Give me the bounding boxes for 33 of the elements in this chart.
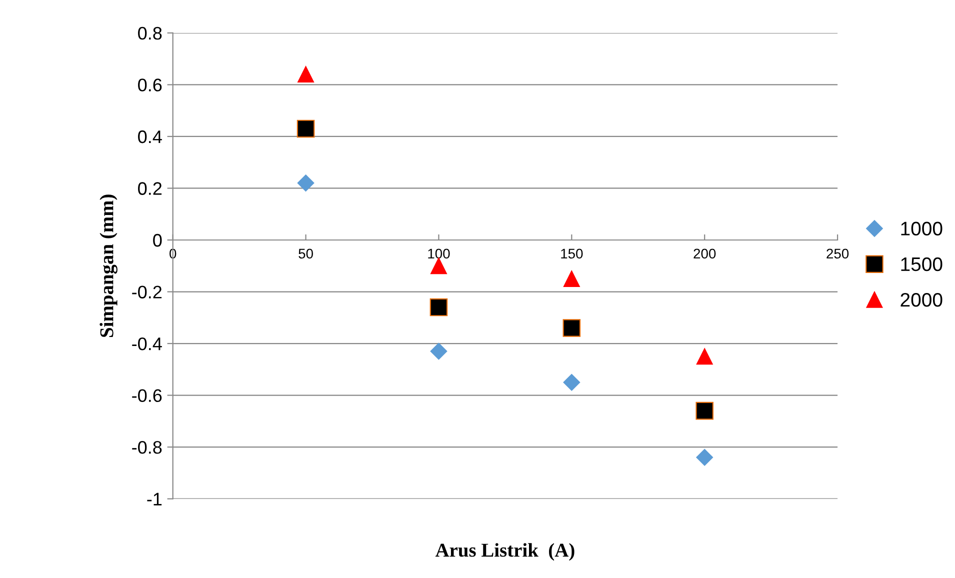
y-axis-title: Simpangan (mm) xyxy=(100,194,118,337)
point xyxy=(430,258,447,274)
x-axis-title: Arus Listrik (A) xyxy=(435,543,574,561)
x-tick-label: 0 xyxy=(170,248,176,259)
point xyxy=(562,319,581,337)
y-tick-label: -1 xyxy=(147,492,162,506)
x-tick-label: 150 xyxy=(561,248,583,259)
y-tick-label: -0.2 xyxy=(132,286,162,298)
y-tick-label: 0.2 xyxy=(138,182,162,195)
x-tick-label: 100 xyxy=(428,248,450,259)
legend-label: 2000 xyxy=(900,292,942,307)
point xyxy=(297,174,314,192)
x-tick-label: 250 xyxy=(826,248,849,259)
y-tick-label: 0.4 xyxy=(138,130,162,144)
legend-label: 1000 xyxy=(901,222,942,236)
y-tick-label: -0.6 xyxy=(132,389,162,402)
x-tick-label: 200 xyxy=(694,248,716,259)
point xyxy=(696,448,714,466)
point xyxy=(430,342,448,360)
point xyxy=(563,270,580,288)
point xyxy=(696,402,714,420)
y-tick-label: -0.8 xyxy=(132,440,162,454)
point xyxy=(563,374,580,391)
y-tick-label: 0 xyxy=(153,234,162,247)
point xyxy=(296,120,315,138)
point xyxy=(298,66,314,83)
legend-label: 1500 xyxy=(901,257,942,272)
point xyxy=(430,298,448,316)
point xyxy=(696,348,713,365)
x-tick-label: 50 xyxy=(298,248,313,259)
y-tick-label: 0.8 xyxy=(138,26,162,40)
y-tick-label: 0.6 xyxy=(138,78,162,92)
y-tick-label: -0.4 xyxy=(132,337,162,350)
